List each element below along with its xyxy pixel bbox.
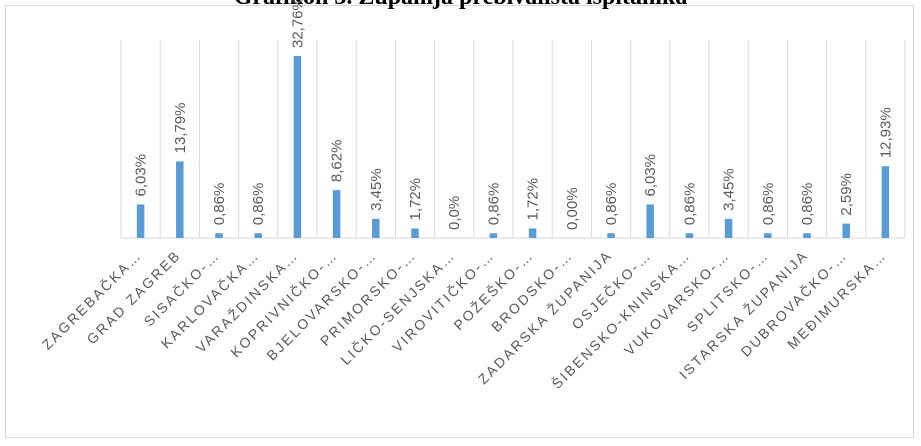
data-label: 13,79% [172,103,189,154]
data-label: 1,72% [525,178,542,221]
data-label: 2,59% [838,173,855,216]
data-label: 0,86% [250,183,267,226]
bar [724,218,733,238]
bar [764,233,772,238]
bar [176,161,184,238]
chart-title: Grafikon 3. Županija prebivališta ispita… [0,0,921,11]
data-label: 0,86% [211,183,228,226]
bar [332,190,341,238]
data-label: 0,86% [799,183,816,226]
bar [254,233,262,238]
bar [685,233,694,238]
data-label: 0,86% [760,183,777,226]
bar [489,233,498,238]
bar [528,228,537,238]
bar [881,166,890,238]
data-label: 0,86% [485,183,502,226]
data-label: 8,62% [329,140,346,183]
bar [215,233,223,238]
data-label: 0,86% [603,183,620,226]
bar [842,223,850,238]
data-label: 1,72% [407,178,424,221]
data-label: 6,03% [642,154,659,197]
bar [372,218,380,238]
bar [293,56,302,238]
data-label: 0,0% [446,196,463,230]
bar [411,228,419,238]
data-label: 3,45% [368,168,385,211]
data-label: 0,00% [564,187,581,230]
data-label: 12,93% [877,107,894,158]
data-label: 6,03% [133,154,150,197]
bar [646,204,654,238]
bar [136,204,145,238]
bar [803,233,811,238]
data-label: 32,76% [289,0,306,48]
data-label: 3,45% [721,168,738,211]
data-label: 0,86% [681,183,698,226]
chart-frame [5,5,914,438]
bar [607,233,615,238]
